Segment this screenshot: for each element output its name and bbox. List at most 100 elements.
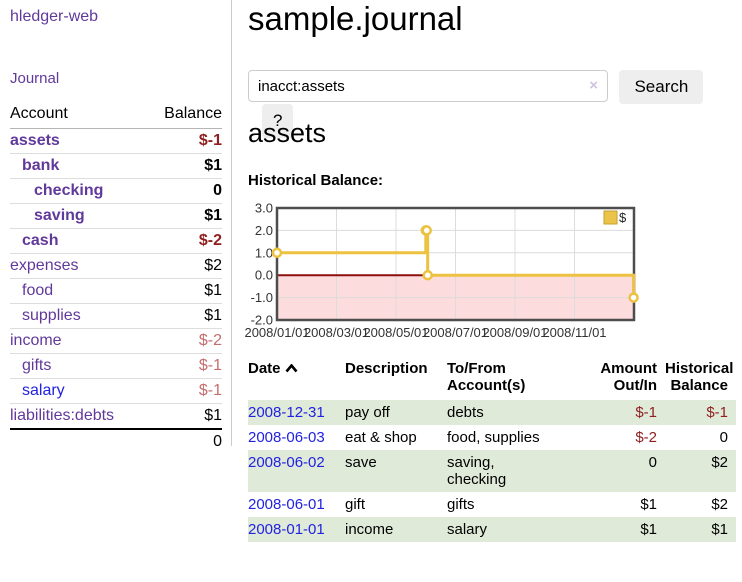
legend-label: $ bbox=[619, 210, 627, 225]
transaction-accounts: saving, checking bbox=[447, 450, 599, 492]
svg-text:2.0: 2.0 bbox=[255, 223, 273, 238]
svg-text:-1.0: -1.0 bbox=[251, 290, 273, 305]
account-link-assets[interactable]: assets bbox=[10, 132, 60, 149]
account-row: bank $1 bbox=[10, 153, 222, 179]
account-link-gifts[interactable]: gifts bbox=[22, 357, 52, 374]
transaction-balance: $1 bbox=[665, 517, 736, 542]
account-link-supplies[interactable]: supplies bbox=[22, 307, 81, 324]
transaction-balance: $2 bbox=[711, 496, 728, 513]
transaction-accounts: gifts bbox=[447, 496, 475, 513]
account-link-food[interactable]: food bbox=[22, 282, 54, 299]
account-balance: $-1 bbox=[198, 132, 222, 149]
account-row: liabilities:debts $1 bbox=[10, 403, 222, 429]
transaction-description: gift bbox=[345, 496, 366, 513]
accounts-column-header: Account bbox=[10, 102, 147, 129]
transaction-date-link[interactable]: 2008-06-02 bbox=[248, 454, 325, 471]
search-button[interactable]: Search bbox=[619, 70, 704, 104]
transaction-date-link[interactable]: 2008-06-01 bbox=[248, 496, 325, 513]
register-column-header: Description bbox=[345, 360, 428, 377]
transaction-amount: 0 bbox=[599, 450, 665, 492]
account-balance: $1 bbox=[146, 303, 222, 329]
svg-text:2008/11/01: 2008/11/01 bbox=[542, 325, 606, 340]
account-link-salary[interactable]: salary bbox=[22, 382, 65, 399]
account-row: gifts $-1 bbox=[10, 353, 222, 379]
sidebar: hledger-web Journal Account Balance asse… bbox=[0, 0, 232, 454]
page-title: sample.journal bbox=[248, 0, 463, 37]
account-row: saving $1 bbox=[10, 203, 222, 229]
transaction-date-link[interactable]: 2008-06-03 bbox=[248, 429, 325, 446]
register-row: 2008-06-02 save saving, checking 0 $2 bbox=[248, 450, 736, 492]
transaction-date-link[interactable]: 2008-01-01 bbox=[248, 521, 325, 538]
search-form: × Search ? bbox=[248, 70, 742, 138]
chart-title: Historical Balance: bbox=[248, 172, 384, 189]
transaction-description: pay off bbox=[345, 400, 447, 425]
transaction-amount: $-2 bbox=[635, 429, 657, 446]
accounts-total-row: 0 bbox=[10, 428, 222, 454]
svg-text:2008/05/01: 2008/05/01 bbox=[363, 325, 428, 340]
svg-text:1.0: 1.0 bbox=[255, 245, 273, 260]
transaction-description: save bbox=[345, 450, 447, 492]
account-row: income $-2 bbox=[10, 328, 222, 354]
account-balance: $-1 bbox=[146, 353, 222, 379]
account-link-liabilities-debts[interactable]: liabilities:debts bbox=[10, 407, 115, 424]
register-row: 2008-01-01 income salary $1 $1 bbox=[248, 517, 736, 542]
transaction-amount: $1 bbox=[640, 496, 657, 513]
transaction-balance: 0 bbox=[719, 429, 728, 446]
account-row: assets $-1 bbox=[10, 129, 222, 154]
chart-canvas: 3.0 2.0 1.0 0.0 -1.0 -2.02008/01/012008/03/01… bbox=[244, 201, 639, 340]
account-balance: $1 bbox=[146, 203, 222, 229]
register-column-header: Amount Out/In bbox=[600, 360, 657, 394]
transaction-amount: $1 bbox=[599, 517, 665, 542]
sidebar-item-journal[interactable]: Journal bbox=[10, 70, 60, 87]
balance-column-header: Balance bbox=[146, 102, 222, 129]
svg-text:2008/03/01: 2008/03/01 bbox=[304, 325, 369, 340]
account-row: food $1 bbox=[10, 278, 222, 304]
account-link-checking[interactable]: checking bbox=[34, 182, 104, 199]
svg-text:0.0: 0.0 bbox=[255, 268, 273, 283]
transaction-description: income bbox=[345, 517, 447, 542]
svg-text:3.0: 3.0 bbox=[255, 201, 273, 216]
account-balance: $2 bbox=[146, 253, 222, 279]
accounts-total-value: 0 bbox=[10, 428, 222, 454]
legend-swatch bbox=[603, 210, 618, 225]
svg-text:2008/01/01: 2008/01/01 bbox=[244, 325, 309, 340]
svg-text:2008/09/01: 2008/09/01 bbox=[482, 325, 547, 340]
svg-text:-2.0: -2.0 bbox=[251, 313, 273, 328]
account-balance: $1 bbox=[146, 403, 222, 429]
historical-balance-chart: 3.0 2.0 1.0 0.0 -1.0 -2.0 2008/01/01 2008/03/01… bbox=[244, 198, 648, 343]
account-link-bank[interactable]: bank bbox=[22, 157, 60, 174]
account-heading: assets bbox=[248, 118, 327, 148]
help-button[interactable]: ? bbox=[262, 104, 294, 138]
account-balance: $-2 bbox=[146, 228, 222, 254]
search-input[interactable] bbox=[248, 70, 608, 102]
clear-search-icon[interactable]: × bbox=[589, 77, 598, 94]
transaction-date-link[interactable]: 2008-12-31 bbox=[248, 404, 325, 421]
app-title-link[interactable]: hledger-web bbox=[10, 8, 99, 25]
register-column-header: Historical Balance bbox=[665, 360, 734, 394]
account-balance: 0 bbox=[146, 178, 222, 204]
transaction-amount: $-1 bbox=[599, 400, 665, 425]
account-row: checking 0 bbox=[10, 178, 222, 204]
svg-text:2008/07/01: 2008/07/01 bbox=[423, 325, 488, 340]
register-column-header[interactable]: Date bbox=[248, 358, 345, 400]
accounts-table: Account Balance assets $-1 bank $1 checking 0… bbox=[10, 102, 222, 454]
account-balance: $1 bbox=[146, 153, 222, 179]
account-link-expenses[interactable]: expenses bbox=[10, 257, 79, 274]
account-row: supplies $1 bbox=[10, 303, 222, 329]
register-column-header: To/From Account(s) bbox=[447, 360, 526, 394]
account-row: expenses $2 bbox=[10, 253, 222, 279]
account-link-cash[interactable]: cash bbox=[22, 232, 59, 249]
register-table: Date Description To/From Account(s) Amount … bbox=[248, 358, 736, 542]
register-row: 2008-06-03 eat & shop food, supplies $-2 0 bbox=[248, 425, 736, 450]
account-row: cash $-2 bbox=[10, 228, 222, 254]
account-balance: $1 bbox=[146, 278, 222, 304]
transaction-accounts: debts bbox=[447, 400, 599, 425]
account-link-income[interactable]: income bbox=[10, 332, 62, 349]
account-balance: $-1 bbox=[146, 378, 222, 404]
sort-ascending-icon bbox=[285, 364, 298, 373]
transaction-description: eat & shop bbox=[345, 429, 417, 446]
account-row: salary $-1 bbox=[10, 378, 222, 404]
account-link-saving[interactable]: saving bbox=[34, 207, 85, 224]
transaction-balance: $2 bbox=[665, 450, 736, 492]
register-row: 2008-12-31 pay off debts $-1 $-1 bbox=[248, 400, 736, 425]
